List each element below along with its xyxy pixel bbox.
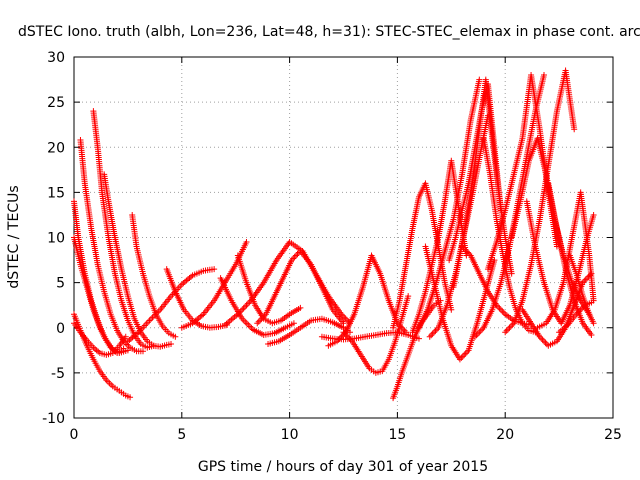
axis-ticks: 0 5 10 15 20 25 -10 -5 0 5 10 15 20 25 30 bbox=[42, 50, 622, 443]
data-point bbox=[571, 126, 578, 133]
data-series bbox=[129, 211, 179, 340]
chart-title: dSTEC Iono. truth (albh, Lon=236, Lat=48… bbox=[18, 24, 640, 40]
data-point bbox=[243, 239, 250, 246]
data-point bbox=[588, 331, 595, 338]
y-tick-label: 10 bbox=[47, 231, 65, 247]
data-point bbox=[290, 320, 297, 327]
data-series bbox=[101, 171, 175, 350]
x-tick-label: 5 bbox=[177, 427, 186, 443]
data-point bbox=[491, 257, 498, 264]
x-tick-label: 0 bbox=[70, 427, 79, 443]
data-point bbox=[297, 304, 304, 311]
data-series bbox=[422, 243, 498, 363]
data-series bbox=[71, 320, 129, 358]
data-point bbox=[211, 266, 218, 273]
data-point bbox=[476, 76, 483, 83]
data-series bbox=[217, 275, 297, 338]
data-series bbox=[450, 76, 515, 291]
data-series bbox=[415, 76, 483, 331]
data-point bbox=[590, 320, 597, 327]
data-series bbox=[556, 299, 595, 336]
data-point bbox=[448, 306, 455, 313]
y-tick-label: 0 bbox=[56, 321, 65, 337]
y-tick-label: 30 bbox=[47, 50, 65, 66]
data-point bbox=[139, 348, 146, 355]
y-tick-label: 5 bbox=[56, 276, 65, 292]
data-point bbox=[590, 211, 597, 218]
y-tick-label: -10 bbox=[42, 411, 65, 427]
data-point bbox=[588, 299, 595, 306]
y-axis-label: dSTEC / TECUs bbox=[6, 185, 22, 288]
data-series bbox=[484, 72, 560, 273]
x-axis-label: GPS time / hours of day 301 of year 2015 bbox=[198, 459, 488, 475]
data-series bbox=[71, 234, 131, 357]
data-point bbox=[541, 72, 548, 79]
data-points bbox=[71, 67, 597, 402]
y-tick-label: 15 bbox=[47, 185, 65, 201]
data-point bbox=[122, 333, 129, 340]
data-series bbox=[254, 248, 347, 327]
data-series bbox=[178, 239, 250, 331]
data-series bbox=[340, 293, 412, 376]
data-point bbox=[415, 335, 422, 342]
data-series bbox=[77, 137, 146, 355]
x-tick-label: 20 bbox=[496, 427, 514, 443]
y-tick-label: -5 bbox=[51, 366, 65, 382]
data-series bbox=[545, 180, 595, 338]
y-tick-label: 25 bbox=[47, 95, 65, 111]
y-tick-label: 20 bbox=[47, 140, 65, 156]
data-point bbox=[168, 340, 175, 347]
data-point bbox=[172, 333, 179, 340]
data-point bbox=[405, 293, 412, 300]
x-tick-label: 10 bbox=[281, 427, 299, 443]
x-tick-label: 15 bbox=[388, 427, 406, 443]
data-series bbox=[265, 315, 353, 347]
x-tick-label: 25 bbox=[604, 427, 622, 443]
data-series bbox=[566, 252, 597, 327]
data-point bbox=[127, 394, 134, 401]
